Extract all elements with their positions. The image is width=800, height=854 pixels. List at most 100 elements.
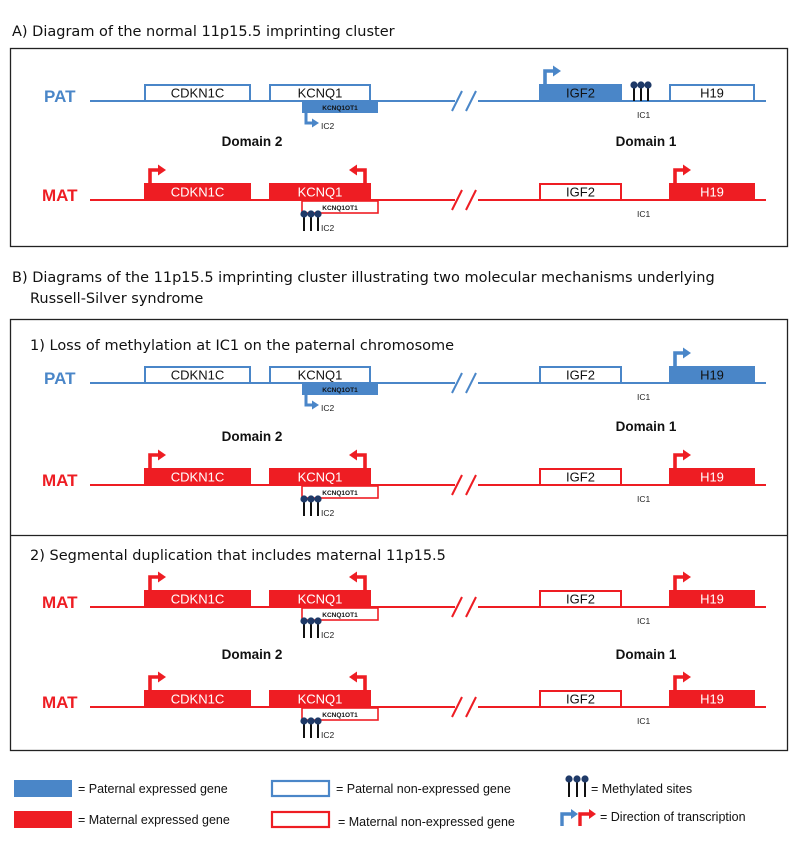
gene-h19-box	[669, 590, 755, 608]
legend-direction-label: = Direction of transcription	[600, 810, 746, 824]
gene-kcnq1ot1: KCNQ1OT1 IC2	[300, 607, 379, 640]
gene-igf2-box	[539, 590, 622, 608]
chromosome-track-pat: PAT CDKN1C KCNQ1 KCNQ1OT1 IC2 IGF2 H19 IC1	[44, 65, 766, 131]
domain-2-label: Domain 2	[222, 429, 283, 444]
kcnq1ot1-box	[302, 383, 378, 395]
tracks-layer: PAT CDKN1C KCNQ1 KCNQ1OT1 IC2 IGF2 H19 IC1 MAT CD…	[42, 65, 766, 740]
chromosome-track-mat: MAT CDKN1C KCNQ1 KCNQ1OT1 IC2 IGF2 H19 IC1	[42, 164, 766, 233]
chromosome-track-mat: MAT CDKN1C KCNQ1 KCNQ1OT1 IC2 IGF2 H19 IC1	[42, 671, 766, 740]
chromosome-break	[451, 474, 477, 496]
gene-igf2-label: IGF2	[566, 368, 595, 383]
gene-h19-transcription-arrow-icon	[673, 449, 691, 469]
domain-1-label: Domain 1	[616, 647, 677, 662]
gene-cdkn1c-transcription-arrow-icon	[148, 164, 166, 184]
gene-igf2-box	[539, 183, 622, 201]
gene-h19-label: H19	[700, 470, 724, 485]
ic1-label: IC1	[637, 209, 651, 219]
kcnq1ot1-label: KCNQ1OT1	[322, 105, 358, 112]
gene-h19-transcription-arrow-icon	[673, 571, 691, 591]
legend: = Paternal expressed gene = Maternal exp…	[14, 775, 746, 829]
gene-h19-box	[669, 690, 755, 708]
subsection-b2-title: 2) Segmental duplication that includes m…	[30, 548, 446, 564]
gene-kcnq1ot1: KCNQ1OT1 IC2	[300, 707, 379, 740]
gene-kcnq1-label: KCNQ1	[298, 86, 343, 101]
gene-igf2-box	[539, 690, 622, 708]
kcnq1ot1-label: KCNQ1OT1	[322, 387, 358, 394]
parent-label: PAT	[44, 369, 76, 388]
ic2-label: IC2	[321, 508, 335, 518]
legend-pat-expressed-swatch	[14, 780, 72, 797]
section-b-title-line1: B) Diagrams of the 11p15.5 imprinting cl…	[12, 270, 715, 286]
gene-kcnq1-label: KCNQ1	[298, 592, 343, 607]
gene-h19-box	[669, 468, 755, 486]
gene-cdkn1c: CDKN1C	[144, 164, 251, 201]
ic1-label: IC1	[637, 494, 651, 504]
gene-cdkn1c-box	[144, 690, 251, 708]
gene-cdkn1c-transcription-arrow-icon	[148, 671, 166, 691]
legend-mat-expressed-swatch	[14, 811, 72, 828]
legend-pat-non-expressed-swatch	[270, 779, 331, 798]
gene-h19-label: H19	[700, 185, 724, 200]
gene-cdkn1c-label: CDKN1C	[171, 592, 224, 607]
kcnq1ot1-label: KCNQ1OT1	[322, 612, 358, 619]
kcnq1ot1-label: KCNQ1OT1	[322, 712, 358, 719]
gene-kcnq1-label: KCNQ1	[298, 185, 343, 200]
gene-cdkn1c-box	[144, 84, 251, 102]
gene-cdkn1c: CDKN1C	[144, 449, 251, 486]
kcnq1ot1-box	[301, 485, 379, 499]
gene-kcnq1-label: KCNQ1	[298, 470, 343, 485]
ic2-methylated-sites-icon	[300, 495, 322, 516]
gene-igf2: IGF2	[539, 590, 622, 608]
ic1-label: IC1	[637, 616, 651, 626]
legend-mat-non-expressed-swatch	[270, 810, 331, 829]
gene-kcnq1ot1: KCNQ1OT1 IC2	[300, 200, 379, 233]
ic1-label: IC1	[637, 110, 651, 120]
gene-h19-box	[669, 366, 755, 384]
gene-kcnq1-transcription-arrow-icon	[349, 449, 367, 469]
kcnq1ot1-box	[301, 707, 379, 721]
gene-kcnq1-box	[269, 468, 371, 486]
gene-kcnq1-transcription-arrow-icon	[349, 164, 367, 184]
gene-cdkn1c-label: CDKN1C	[171, 185, 224, 200]
gene-h19: H19	[669, 571, 755, 608]
section-b-title-line2: Russell-Silver syndrome	[30, 291, 203, 307]
gene-kcnq1-box	[269, 590, 371, 608]
transcription-arrow-icon	[560, 809, 596, 826]
kcnq1ot1-transcription-arrow-icon	[304, 113, 319, 128]
parent-label: MAT	[42, 693, 78, 712]
gene-cdkn1c-label: CDKN1C	[171, 368, 224, 383]
ic2-label: IC2	[321, 730, 335, 740]
section-a-title: A) Diagram of the normal 11p15.5 imprint…	[12, 24, 395, 40]
kcnq1ot1-box	[302, 101, 378, 113]
gene-cdkn1c: CDKN1C	[144, 84, 251, 102]
gene-igf2: IGF2	[539, 65, 622, 102]
parent-label: MAT	[42, 186, 78, 205]
gene-h19-box	[669, 183, 755, 201]
gene-cdkn1c: CDKN1C	[144, 571, 251, 608]
chromosome-break	[451, 596, 477, 618]
gene-kcnq1-box	[269, 183, 371, 201]
gene-igf2-box	[539, 366, 622, 384]
gene-kcnq1: KCNQ1	[269, 671, 371, 708]
gene-h19-transcription-arrow-icon	[673, 671, 691, 691]
gene-h19-label: H19	[700, 592, 724, 607]
gene-cdkn1c-box	[144, 183, 251, 201]
gene-kcnq1: KCNQ1	[269, 366, 371, 384]
ic1-label: IC1	[637, 716, 651, 726]
domain-1-label: Domain 1	[616, 419, 677, 434]
gene-igf2-label: IGF2	[566, 692, 595, 707]
chromosome-break	[451, 189, 477, 211]
gene-cdkn1c-label: CDKN1C	[171, 692, 224, 707]
ic1-label: IC1	[637, 392, 651, 402]
ic2-methylated-sites-icon	[300, 617, 322, 638]
gene-igf2: IGF2	[539, 468, 622, 486]
gene-igf2: IGF2	[539, 183, 622, 201]
gene-cdkn1c-transcription-arrow-icon	[148, 571, 166, 591]
gene-h19-transcription-arrow-icon	[673, 164, 691, 184]
gene-igf2-transcription-arrow-icon	[543, 65, 561, 85]
gene-igf2: IGF2	[539, 366, 622, 384]
gene-cdkn1c: CDKN1C	[144, 671, 251, 708]
ic2-methylated-sites-icon	[300, 210, 322, 231]
gene-cdkn1c: CDKN1C	[144, 366, 251, 384]
